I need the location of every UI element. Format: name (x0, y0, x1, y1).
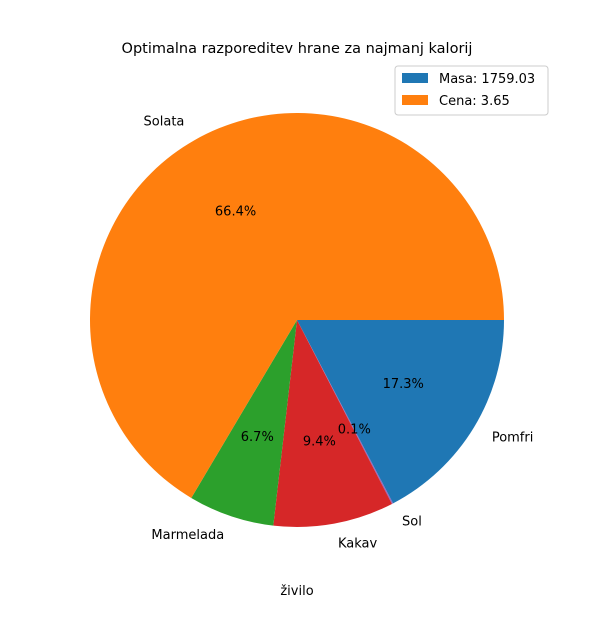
pie-slice-solata (89, 112, 504, 498)
pie-slice-marmelada (191, 320, 297, 526)
chart-title: Optimalna razporeditev hrane za najmanj … (122, 41, 473, 57)
pie-percent-marmelada: 6.7% (241, 430, 274, 445)
pie-percent-solata: 66.4% (215, 205, 256, 220)
legend-swatch-masa (402, 73, 428, 83)
legend-entry-masa: Masa: 1759.03 (439, 72, 535, 87)
legend: Masa: 1759.03 Cena: 3.65 (394, 65, 549, 116)
pie-slices (89, 112, 504, 528)
pie-label-kakav: Kakav (338, 536, 378, 551)
pie-label-marmelada: Marmelada (151, 528, 224, 543)
pie-label-solata: Solata (144, 115, 185, 130)
pie-label-pomfri: Pomfri (492, 430, 534, 445)
pie-slice-sol (297, 320, 394, 504)
x-axis-label: živilo (280, 584, 313, 599)
legend-swatch-cena (402, 95, 428, 105)
pie-label-sol: Sol (402, 515, 422, 530)
pie-slice-kakav (273, 320, 392, 528)
pie-percent-sol: 0.1% (338, 423, 371, 438)
pie-percent-kakav: 9.4% (303, 435, 336, 450)
pie-slice-pomfri (297, 320, 504, 504)
legend-frame (394, 65, 549, 116)
legend-entry-cena: Cena: 3.65 (439, 94, 510, 109)
pie-percent-pomfri: 17.3% (383, 377, 424, 392)
pie-labels: Pomfri 17.3% Sol 0.1% Kakav 9.4% Marmelada 6.7%… (144, 115, 534, 552)
